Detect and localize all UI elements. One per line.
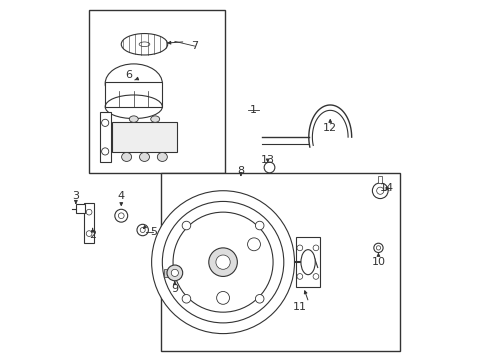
Ellipse shape	[129, 116, 138, 122]
Circle shape	[140, 228, 145, 233]
Bar	[105, 82, 162, 107]
Circle shape	[118, 213, 124, 219]
Bar	[89, 10, 224, 173]
Circle shape	[173, 212, 272, 312]
Circle shape	[372, 183, 387, 199]
Bar	[160, 173, 399, 351]
Circle shape	[151, 191, 294, 334]
Circle shape	[296, 245, 302, 251]
Bar	[378, 176, 381, 183]
Ellipse shape	[300, 249, 315, 275]
Circle shape	[247, 238, 260, 251]
Text: 7: 7	[190, 41, 198, 51]
Text: 10: 10	[371, 257, 385, 267]
Circle shape	[296, 274, 302, 279]
Text: 8: 8	[237, 166, 244, 176]
Bar	[100, 112, 110, 162]
Circle shape	[264, 162, 274, 173]
Text: 12: 12	[323, 123, 337, 133]
Circle shape	[102, 119, 108, 126]
Bar	[296, 237, 319, 287]
Circle shape	[182, 221, 190, 230]
Ellipse shape	[139, 153, 149, 161]
Circle shape	[255, 221, 264, 230]
Ellipse shape	[150, 116, 160, 122]
Circle shape	[373, 243, 382, 252]
Text: 9: 9	[171, 284, 178, 294]
Bar	[76, 204, 84, 213]
Circle shape	[137, 224, 148, 236]
Text: 1: 1	[249, 105, 256, 115]
Bar	[112, 122, 176, 152]
Text: 2: 2	[89, 230, 96, 240]
Text: 11: 11	[292, 302, 306, 312]
Circle shape	[376, 246, 380, 250]
Circle shape	[86, 231, 92, 237]
Circle shape	[216, 292, 229, 304]
Ellipse shape	[122, 153, 131, 161]
Text: 3: 3	[72, 191, 79, 201]
Circle shape	[376, 187, 383, 194]
Circle shape	[102, 148, 108, 155]
Text: 6: 6	[124, 69, 132, 80]
Circle shape	[312, 274, 318, 279]
Circle shape	[182, 294, 190, 303]
Text: 13: 13	[260, 156, 274, 165]
Circle shape	[255, 294, 264, 303]
Text: 4: 4	[118, 191, 124, 201]
Circle shape	[208, 248, 237, 276]
Bar	[83, 203, 94, 243]
Circle shape	[162, 202, 283, 323]
Circle shape	[166, 265, 183, 281]
Text: 14: 14	[380, 183, 394, 193]
Ellipse shape	[157, 153, 167, 161]
Circle shape	[86, 209, 92, 215]
Circle shape	[216, 255, 230, 269]
Text: 5: 5	[150, 227, 157, 237]
Circle shape	[171, 269, 178, 276]
Circle shape	[312, 245, 318, 251]
Circle shape	[115, 209, 127, 222]
Bar	[164, 269, 172, 277]
